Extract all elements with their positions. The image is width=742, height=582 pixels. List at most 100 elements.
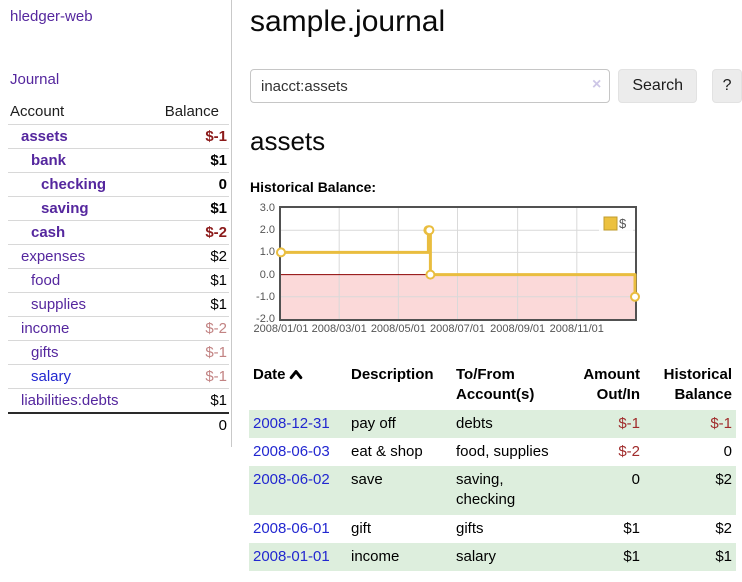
accounts-total-row: 0 [8, 413, 229, 437]
app-title-link[interactable]: hledger-web [10, 8, 93, 25]
account-balance: $-1 [205, 368, 227, 385]
account-link[interactable]: checking [41, 176, 107, 193]
account-name-cell: assets [8, 125, 147, 149]
txn-date-cell: 2008-06-02 [249, 466, 347, 515]
accounts-total-balance: 0 [218, 417, 227, 434]
txn-amount-cell: $1 [623, 519, 640, 537]
chart-y-axis-labels: 3.0 2.0 1.0 0.0 -1.0 -2.0 [249, 202, 275, 325]
txn-balance-cell: $2 [715, 471, 732, 488]
account-link[interactable]: liabilities:debts [21, 392, 119, 409]
account-balance: $1 [210, 392, 227, 409]
y-axis-tick-label: 3.0 [259, 202, 275, 214]
account-link[interactable]: salary [31, 368, 72, 385]
account-row: expenses $2 [8, 244, 229, 269]
account-name-cell: salary [8, 365, 147, 389]
txn-description-cell: eat & shop [351, 442, 423, 460]
account-row: salary $-1 [8, 364, 229, 389]
txn-amount-cell: 0 [631, 471, 640, 488]
transaction-row[interactable]: 2008-06-02 save saving, checking 0 $2 [249, 466, 736, 515]
transactions-table-body: 2008-12-31 pay off debts $-1 $-1 2008-06-03 ea… [249, 409, 736, 571]
x-axis-tick-label: 2008/11/01 [549, 323, 604, 335]
search-button[interactable]: Search [618, 69, 698, 103]
account-name-cell: supplies [8, 293, 147, 317]
chart-x-axis-labels: 2008/01/01 2008/03/01 2008/05/01 2008/07/01… [253, 323, 633, 339]
txn-date-cell: 2008-06-01 [249, 515, 347, 543]
sidebar: hledger-web Journal Account Balance asse… [0, 0, 232, 447]
main-content: sample.journal × Search ? assets Histori… [249, 0, 742, 571]
txn-description-cell: income [351, 547, 400, 565]
txn-amount-cell: $1 [623, 547, 640, 565]
chart-legend: $ [599, 214, 633, 234]
transactions-table: Date Description To/From Account(s) Amou… [249, 361, 736, 571]
txn-balance-cell: $-1 [710, 414, 732, 432]
account-link[interactable]: expenses [21, 248, 86, 265]
txn-amount-cell: $-2 [618, 442, 640, 460]
account-link[interactable]: gifts [31, 344, 59, 361]
search-input[interactable] [250, 69, 611, 103]
account-row: supplies $1 [8, 292, 229, 317]
account-name-cell: income [8, 317, 147, 341]
transaction-row[interactable]: 2008-01-01 income salary $1 $1 [249, 542, 736, 571]
account-row: cash $-2 [8, 220, 229, 245]
account-link[interactable]: assets [21, 128, 68, 145]
transaction-date-link[interactable]: 2008-06-02 [253, 471, 330, 488]
chart-data-point [276, 247, 286, 258]
account-link[interactable]: bank [31, 152, 67, 169]
txn-accounts-cell: food, supplies [456, 442, 549, 460]
txn-description-cell: save [351, 471, 383, 488]
txn-header-date-label: Date [253, 366, 286, 383]
txn-header-date[interactable]: Date [249, 361, 347, 410]
accounts-header-row: Account Balance [8, 99, 229, 125]
txn-balance-cell: $1 [715, 547, 732, 565]
sort-ascending-icon [289, 370, 302, 380]
txn-balance-cell: $2 [715, 519, 732, 537]
transaction-date-link[interactable]: 2008-01-01 [253, 547, 330, 565]
transaction-date-link[interactable]: 2008-12-31 [253, 414, 330, 432]
chart-title: Historical Balance: [250, 179, 377, 195]
legend-label: $ [619, 216, 627, 231]
account-link[interactable]: food [31, 272, 61, 289]
transactions-header-row: Date Description To/From Account(s) Amou… [249, 361, 736, 410]
account-link[interactable]: supplies [31, 296, 87, 313]
account-name-cell: gifts [8, 341, 147, 365]
txn-balance-cell: 0 [723, 442, 732, 460]
account-balance: $1 [210, 200, 227, 217]
txn-header-amount: Amount Out/In [583, 366, 640, 404]
account-balance: 0 [218, 176, 227, 193]
transaction-date-link[interactable]: 2008-06-01 [253, 519, 330, 537]
account-name-cell: food [8, 269, 147, 293]
transaction-date-link[interactable]: 2008-06-03 [253, 442, 330, 460]
transaction-row[interactable]: 2008-12-31 pay off debts $-1 $-1 [249, 409, 736, 438]
account-link[interactable]: saving [41, 200, 89, 217]
transaction-row[interactable]: 2008-06-01 gift gifts $1 $2 [249, 515, 736, 543]
account-balance: $-2 [205, 320, 227, 337]
sidebar-item-journal[interactable]: Journal [10, 71, 60, 88]
chart-plot-area: $ [276, 206, 640, 321]
account-name-cell: checking [8, 173, 147, 197]
accounts-total-spacer [8, 413, 147, 437]
account-name-cell: expenses [8, 245, 147, 269]
account-link[interactable]: income [21, 320, 70, 337]
txn-accounts-cell: gifts [456, 519, 484, 537]
accounts-table: Account Balance assets $-1 bank $1 checking 0… [8, 99, 229, 437]
y-axis-tick-label: 2.0 [259, 224, 275, 237]
clear-search-icon[interactable]: × [592, 76, 602, 93]
account-balance: $1 [210, 152, 227, 169]
y-axis-tick-label: -1.0 [256, 290, 275, 303]
help-button[interactable]: ? [712, 69, 742, 103]
txn-description-cell: gift [351, 519, 372, 537]
txn-date-cell: 2008-06-03 [249, 438, 347, 466]
chart-data-point [425, 269, 436, 280]
account-row: assets $-1 [8, 124, 229, 149]
accounts-header-balance: Balance [164, 103, 219, 120]
txn-date-cell: 2008-01-01 [249, 543, 347, 571]
account-name-cell: liabilities:debts [8, 389, 147, 414]
txn-header-description: Description [351, 366, 434, 383]
y-axis-tick-label: 0.0 [259, 268, 275, 281]
account-row: checking 0 [8, 172, 229, 197]
account-row: saving $1 [8, 196, 229, 221]
transaction-row[interactable]: 2008-06-03 eat & shop food, supplies $-2 0 [249, 438, 736, 466]
chart-data-point [630, 291, 640, 302]
x-axis-tick-label: 2008/07/01 [429, 323, 486, 335]
account-link[interactable]: cash [31, 224, 66, 241]
